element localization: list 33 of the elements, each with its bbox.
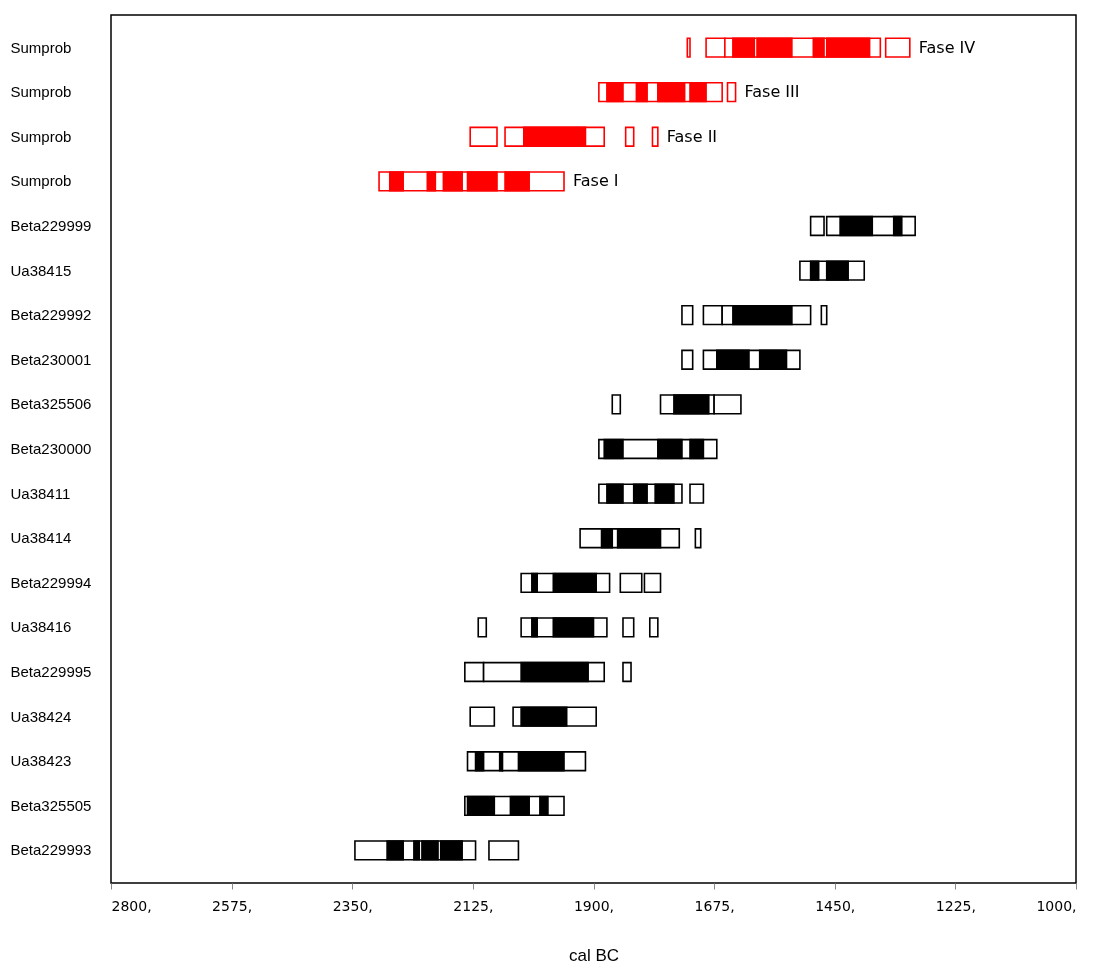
y-tick-label: Sumprob <box>10 83 72 101</box>
annotation: Fase II <box>666 126 718 146</box>
y-tick-label: Ua38414 <box>10 529 72 547</box>
x-tick-label: 2800, <box>111 897 152 914</box>
y-tick-label: Sumprob <box>10 127 72 145</box>
annotation: Fase III <box>744 82 800 102</box>
y-tick-label: Beta229992 <box>10 306 92 324</box>
y-tick-label: Beta325505 <box>10 796 92 814</box>
y-tick-label: Ua38416 <box>10 618 72 636</box>
annotation: Fase IV <box>918 37 976 57</box>
x-tick-label: 1225, <box>935 897 976 914</box>
y-tick-label: Ua38411 <box>10 484 71 502</box>
y-tick-label: Sumprob <box>10 172 72 190</box>
y-tick-label: Beta229993 <box>10 841 92 859</box>
x-axis-title: cal BC <box>568 945 620 965</box>
x-tick-label: 2575, <box>212 897 253 914</box>
x-tick-label: 2350, <box>332 897 373 914</box>
y-tick-label: Sumprob <box>10 38 72 56</box>
y-tick-label: Ua38424 <box>10 707 72 725</box>
y-tick-label: Beta229995 <box>10 663 92 681</box>
x-tick-label: 1675, <box>694 897 735 914</box>
y-tick-label: Ua38415 <box>10 261 72 279</box>
y-tick-label: Beta229999 <box>10 216 92 234</box>
x-tick-label: 2125, <box>453 897 494 914</box>
y-tick-label: Beta229994 <box>10 573 92 591</box>
x-tick-label: 1000, <box>1036 897 1077 914</box>
x-tick-label: 1900, <box>573 897 615 914</box>
annotation: Fase I <box>573 171 619 191</box>
y-tick-label: Ua38423 <box>10 752 72 770</box>
y-tick-label: Beta325506 <box>10 395 92 413</box>
x-tick-label: 1450, <box>815 897 856 914</box>
y-tick-label: Beta230000 <box>10 440 92 457</box>
y-tick-label: Beta230001 <box>10 350 92 368</box>
